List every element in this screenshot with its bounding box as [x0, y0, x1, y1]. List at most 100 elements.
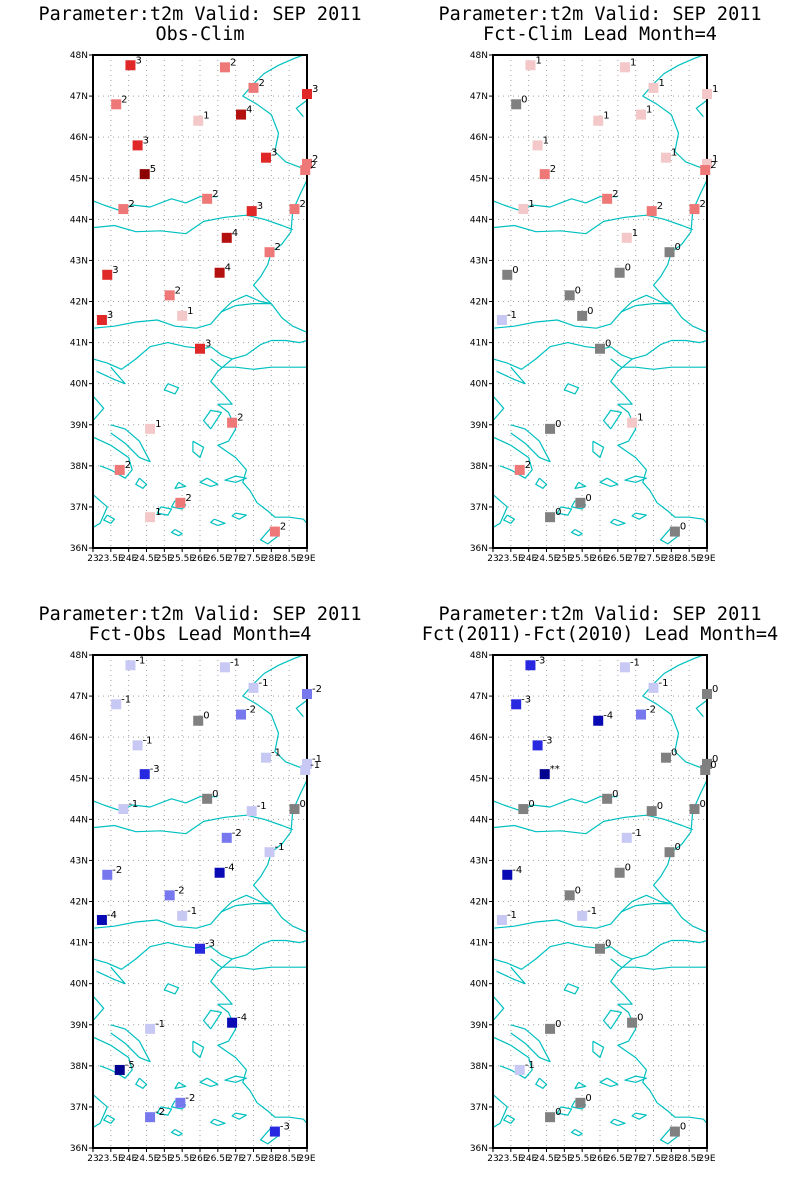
- station-marker: [111, 99, 122, 110]
- station-marker: [202, 793, 213, 804]
- coastline: [610, 958, 633, 1005]
- station-marker: [236, 109, 247, 120]
- coastline: [493, 903, 672, 929]
- coastline: [610, 358, 707, 370]
- station-value-label: 0: [710, 760, 716, 771]
- station-marker: [496, 914, 507, 925]
- lat-tick-label: 45N: [70, 774, 88, 784]
- station-value-label: 0: [605, 339, 611, 350]
- station-value-label: 3: [312, 84, 318, 95]
- coastline: [220, 894, 272, 913]
- map-frame: [492, 54, 708, 549]
- station-marker: [145, 512, 156, 523]
- station-marker: [532, 740, 543, 751]
- coastline: [170, 1128, 183, 1137]
- lat-tick-label: 38N: [70, 1062, 88, 1072]
- panel-title: Parameter:t2m Valid: SEP 2011: [38, 4, 362, 25]
- station-marker: [648, 682, 659, 693]
- coastline: [163, 383, 180, 395]
- station-map: 36N 37N 38N 39N 40N 41N 42N 43N 44N 45N 46N 47N 48N 2…: [70, 651, 322, 1164]
- coastline: [510, 1024, 551, 1063]
- coastline: [610, 339, 707, 360]
- coastline: [599, 477, 619, 487]
- station-value-label: 2: [185, 493, 191, 504]
- station-marker: [177, 910, 188, 921]
- station-value-label: 2: [237, 413, 243, 424]
- station-value-label: 2: [612, 189, 618, 200]
- station-value-label: 1: [671, 148, 677, 159]
- grid-lines: [93, 55, 307, 548]
- station-value-label: 1: [712, 84, 718, 95]
- station-value-label: -4: [237, 1013, 247, 1024]
- lat-tick-label: 39N: [70, 421, 88, 431]
- station-marker: [602, 793, 613, 804]
- lon-tick-label: 26.5E: [205, 1154, 231, 1164]
- lon-tick-label: 28.5E: [276, 1154, 302, 1164]
- coastline: [210, 518, 226, 526]
- coastline: [603, 409, 622, 430]
- coastline: [493, 303, 672, 329]
- station-marker: [532, 140, 543, 151]
- lat-tick-label: 37N: [70, 1103, 88, 1113]
- station-value-label: 1: [659, 78, 665, 89]
- station-value-label: 2: [700, 199, 706, 210]
- station-marker: [636, 109, 647, 120]
- station-marker: [518, 804, 529, 815]
- panel-subtitle: Fct(2011)-Fct(2010) Lead Month=4: [421, 624, 779, 645]
- lat-tick-label: 42N: [470, 898, 488, 908]
- station-value-label: 2: [550, 164, 556, 175]
- station-value-label: 5: [150, 164, 156, 175]
- coastline: [599, 1077, 619, 1087]
- station-value-label: 0: [671, 748, 677, 759]
- lon-tick-label: 25E: [556, 554, 573, 564]
- station-marker: [602, 193, 613, 204]
- station-value-label: 0: [575, 885, 581, 896]
- coastline: [563, 383, 580, 395]
- lon-tick-label: 24.5E: [134, 554, 160, 564]
- coastline: [93, 1036, 133, 1079]
- station-marker: [246, 206, 257, 217]
- station-marker: [514, 1064, 525, 1075]
- station-value-label: -2: [646, 705, 656, 716]
- station-value-label: -1: [187, 906, 197, 917]
- lat-tick-label: 44N: [470, 215, 488, 225]
- station-value-label: 1: [155, 419, 161, 430]
- station-marker: [689, 204, 700, 215]
- station-value-label: 3: [257, 201, 263, 212]
- coastline: [617, 1003, 707, 1124]
- station-marker: [118, 204, 129, 215]
- coastline: [535, 477, 548, 489]
- station-marker: [302, 158, 312, 169]
- lon-tick-label: 28.5E: [276, 554, 302, 564]
- station-value-label: 2: [121, 94, 127, 105]
- lat-tick-label: 42N: [70, 898, 88, 908]
- coastline: [695, 699, 707, 717]
- station-marker: [621, 232, 632, 243]
- station-value-label: -1: [143, 735, 153, 746]
- lon-tick-label: 28E: [263, 554, 280, 564]
- station-marker: [202, 193, 213, 204]
- station-marker: [525, 60, 536, 71]
- station-value-label: 1: [646, 105, 652, 116]
- lon-tick-label: 28E: [663, 554, 680, 564]
- lon-tick-label: 26E: [191, 554, 208, 564]
- lon-tick-label: 25E: [556, 1154, 573, 1164]
- station-map: 36N 37N 38N 39N 40N 41N 42N 43N 44N 45N 46N 47N 48N 2…: [70, 51, 319, 564]
- station-value-label: 1: [535, 55, 541, 66]
- map-frame: [492, 654, 708, 1149]
- coastline: [156, 506, 173, 516]
- station-value-label: 2: [128, 199, 134, 210]
- station-marker: [102, 869, 113, 880]
- station-marker: [302, 758, 312, 769]
- lat-tick-label: 43N: [470, 856, 488, 866]
- station-value-label: -1: [587, 906, 597, 917]
- coastline: [493, 395, 505, 422]
- coastline: [603, 1009, 622, 1030]
- station-value-label: 0: [637, 1013, 643, 1024]
- station-marker: [264, 847, 275, 858]
- station-marker: [664, 847, 675, 858]
- coastline: [620, 294, 672, 313]
- lat-tick-label: 38N: [70, 462, 88, 472]
- station-value-label: 2: [275, 242, 281, 253]
